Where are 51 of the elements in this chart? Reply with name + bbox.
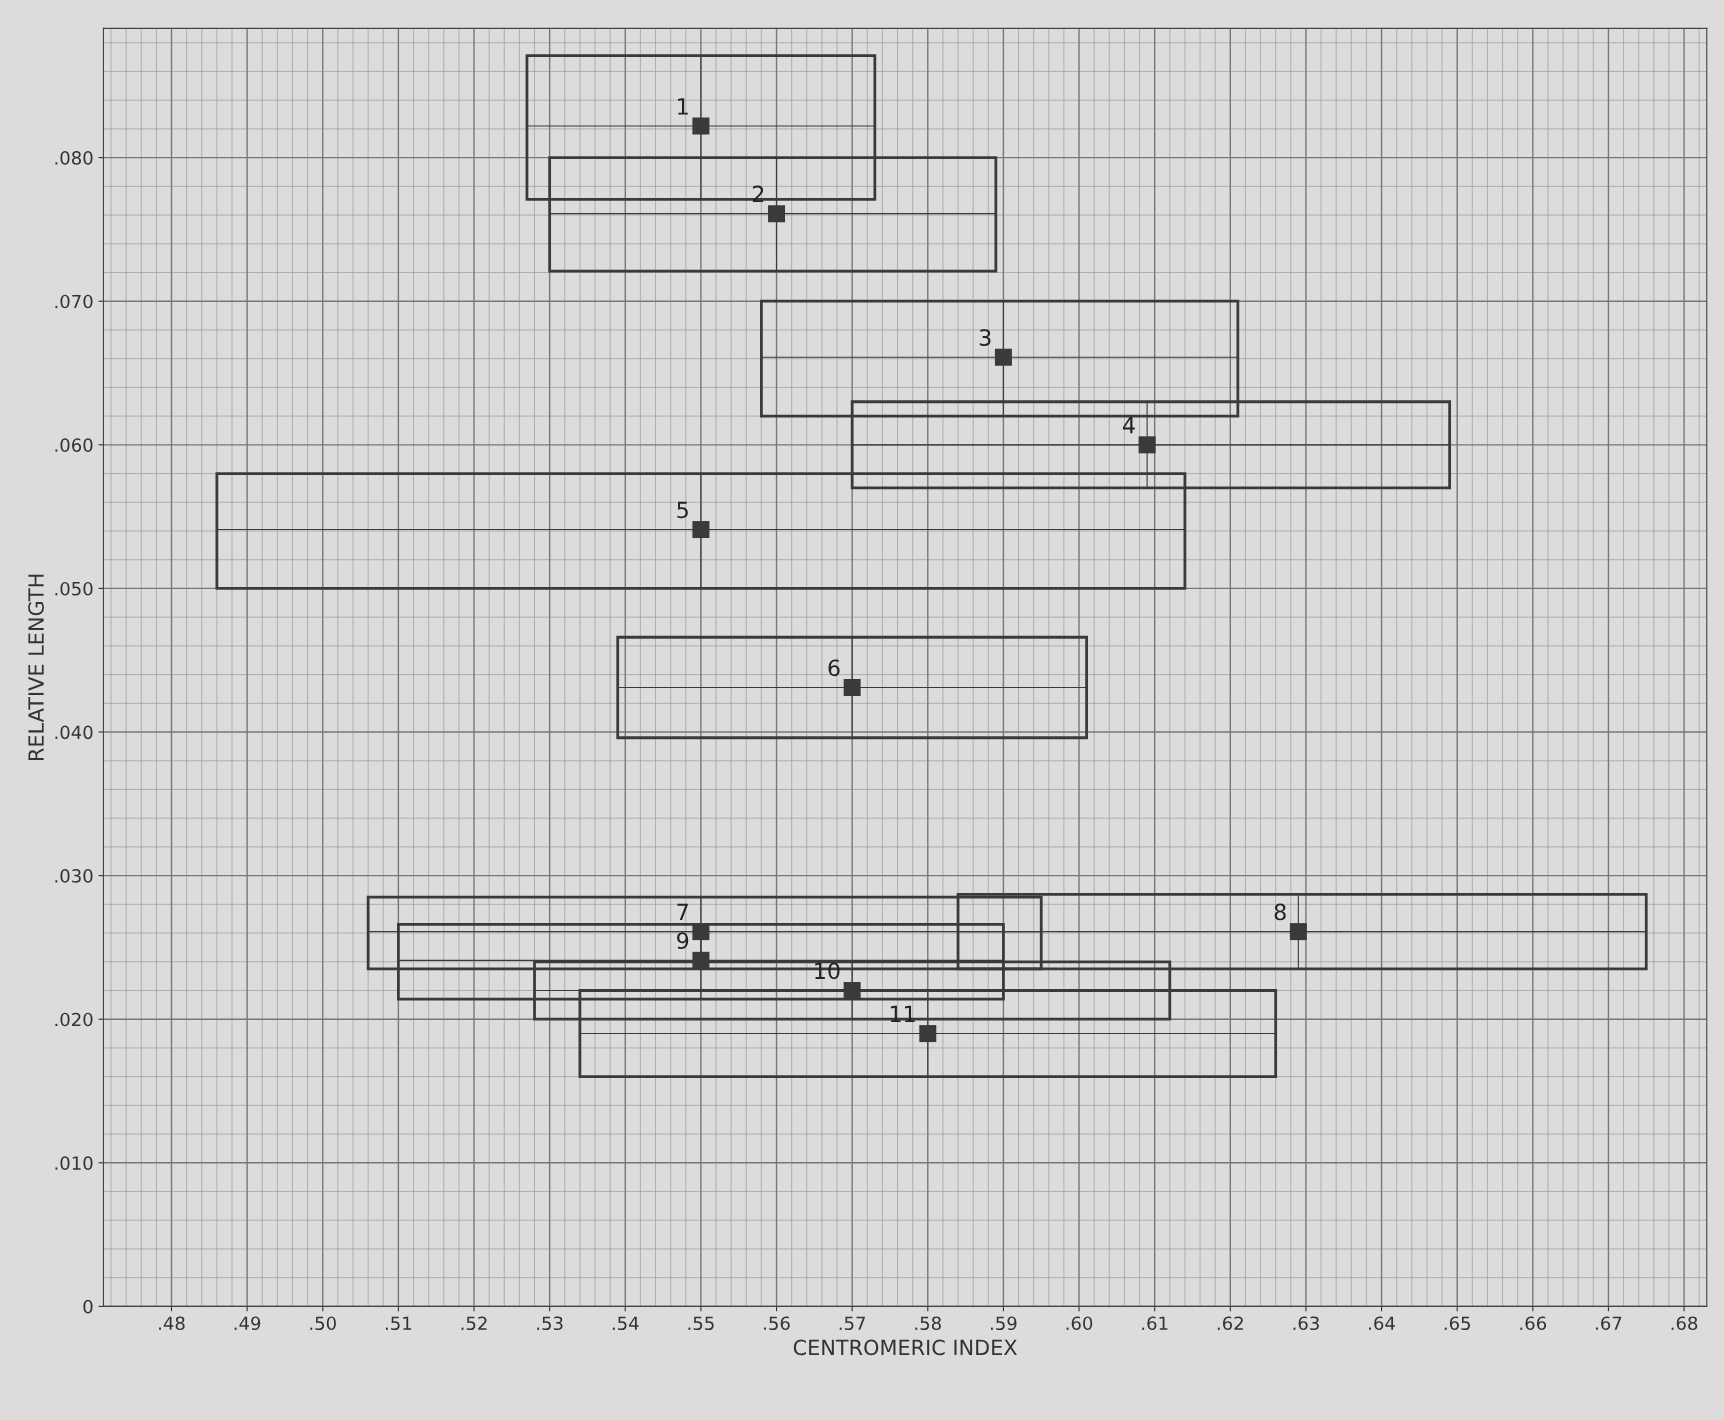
x-tick-label: .52 (461, 1316, 487, 1331)
x-tick-label: .65 (1444, 1316, 1470, 1331)
annotation: 8 (1274, 903, 1286, 921)
x-tick-label: .55 (688, 1316, 714, 1331)
point (843, 679, 861, 697)
point (843, 981, 861, 999)
y-tick-label: .070 (55, 294, 93, 309)
y-tick-label: .050 (55, 581, 93, 596)
x-tick-label: .64 (1369, 1316, 1395, 1331)
x-tick-label: .59 (990, 1316, 1017, 1331)
annotation: 3 (979, 329, 991, 346)
x-tick-label: .66 (1520, 1316, 1547, 1331)
x-tick-label: .51 (385, 1316, 412, 1331)
x-tick-label: .48 (159, 1316, 185, 1331)
y-axis-title: RELATIVE LENGTH (28, 574, 44, 761)
x-tick-label: .58 (915, 1316, 941, 1331)
y-tick-label: .010 (55, 1156, 93, 1170)
point (692, 923, 710, 941)
y-tick-label: .060 (55, 438, 93, 452)
annotation: 5 (677, 501, 688, 519)
point (692, 117, 710, 135)
x-tick-label: .61 (1142, 1316, 1168, 1331)
point (1289, 923, 1307, 941)
x-tick-label: .67 (1596, 1316, 1622, 1331)
point (692, 521, 710, 539)
y-tick-label: .020 (55, 1012, 93, 1027)
x-tick-label: .50 (310, 1316, 336, 1331)
y-tick-label: .080 (55, 151, 93, 165)
x-axis-title: CENTROMERIC INDEX (793, 1339, 1017, 1356)
x-tick-label: .49 (234, 1316, 261, 1331)
x-tick-label: .54 (612, 1316, 639, 1331)
point (692, 951, 710, 969)
y-tick-label: 0 (83, 1299, 93, 1314)
point (768, 205, 786, 223)
annotation: 1 (678, 98, 688, 115)
x-tick-label: .63 (1293, 1316, 1319, 1331)
annotation: 6 (828, 659, 840, 677)
point (994, 348, 1012, 366)
x-tick-label: .68 (1671, 1316, 1698, 1331)
y-tick-label: .030 (55, 869, 93, 883)
x-tick-label: .56 (764, 1316, 790, 1331)
y-tick-label: .040 (55, 725, 93, 740)
point (1138, 436, 1156, 454)
x-tick-label: .53 (537, 1316, 563, 1331)
annotation: 7 (677, 903, 688, 921)
x-tick-label: .62 (1217, 1316, 1243, 1331)
x-tick-label: .57 (839, 1316, 865, 1331)
point (919, 1025, 937, 1043)
annotation: 9 (677, 932, 689, 950)
x-tick-label: .60 (1066, 1316, 1093, 1331)
annotation: 4 (1122, 417, 1135, 434)
